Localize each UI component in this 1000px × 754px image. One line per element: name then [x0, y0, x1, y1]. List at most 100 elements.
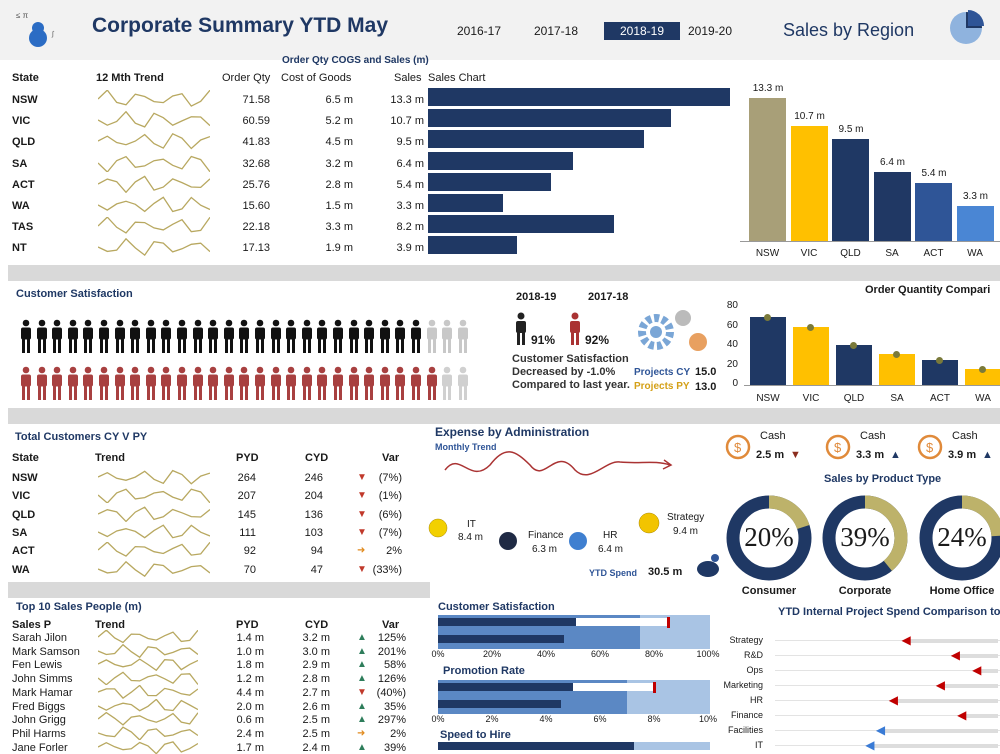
- ytd-spend-value: 30.5 m: [648, 566, 682, 578]
- cyd-value: 204: [290, 490, 323, 502]
- project-gridline: [775, 670, 1000, 671]
- product-pct: 24%: [917, 522, 1000, 553]
- product-pct: 39%: [820, 522, 910, 553]
- bullet-bar: [438, 635, 564, 643]
- pie-chart-icon: [948, 8, 988, 48]
- project-label: IT: [700, 740, 763, 750]
- y-tick-label: 0: [720, 378, 738, 389]
- variance-value: 58%: [364, 659, 406, 671]
- sat-note-2: Decreased by -1.0%: [512, 366, 615, 378]
- project-label: Marketing: [700, 680, 763, 690]
- person-name: Mark Samson: [12, 646, 80, 658]
- cash-icon: $: [916, 433, 944, 461]
- person-icon: [426, 319, 438, 353]
- state-label: QLD: [12, 509, 35, 521]
- project-label: Strategy: [700, 635, 763, 645]
- people-col-header: CYD: [305, 619, 328, 631]
- customers-col-header: Trend: [95, 452, 125, 464]
- piggy-bank-icon: [694, 552, 722, 580]
- product-pct: 20%: [724, 522, 814, 553]
- region-bar: [832, 139, 869, 241]
- person-icon: [145, 319, 157, 353]
- svg-text:≤ π: ≤ π: [16, 11, 29, 20]
- svg-text:∫: ∫: [51, 31, 55, 38]
- customers-col-header: PYD: [236, 452, 259, 464]
- year-tab-2017[interactable]: 2017-18: [518, 22, 594, 40]
- order-qty-value: 22.18: [220, 221, 270, 233]
- person-icon: [82, 319, 94, 353]
- strategy-bubble-icon: [638, 512, 660, 534]
- trend-sparkline: [98, 175, 210, 193]
- cash-value: 2.5 m: [756, 449, 784, 461]
- satisfaction-title: Customer Satisfaction: [16, 288, 133, 300]
- qty-axis-label: QLD: [836, 393, 872, 404]
- qty-axis-label: NSW: [750, 393, 786, 404]
- col-order-qty: Order Qty: [222, 72, 270, 84]
- year-tab-2016[interactable]: 2016-17: [441, 22, 517, 40]
- region-axis-label: QLD: [832, 248, 869, 259]
- cyd-value: 246: [290, 472, 323, 484]
- gears-icon: [636, 306, 716, 356]
- expense-strategy-label: Strategy: [667, 512, 704, 523]
- person-icon: [394, 366, 406, 400]
- person-icon: [394, 319, 406, 353]
- y-tick-label: 40: [720, 339, 738, 350]
- person-icon: [379, 366, 391, 400]
- region-bar-label: 6.4 m: [868, 157, 918, 168]
- customers-col-header: Var: [382, 452, 399, 464]
- qty-marker: [893, 351, 900, 358]
- variance-value: (7%): [362, 527, 402, 539]
- variance-value: (1%): [362, 490, 402, 502]
- sat-py-pct: 92%: [585, 333, 609, 347]
- region-bar-label: 5.4 m: [909, 168, 959, 179]
- variance-value: 126%: [364, 673, 406, 685]
- order-qty-value: 71.58: [220, 94, 270, 106]
- expense-hr-label: HR: [603, 530, 617, 541]
- cash-label: Cash: [952, 430, 978, 442]
- pyd-value: 70: [220, 564, 256, 576]
- project-arrow-icon: ◀: [957, 710, 966, 721]
- person-icon: [20, 366, 32, 400]
- sales-value: 9.5 m: [378, 136, 424, 148]
- cyd-value: 2.7 m: [288, 687, 330, 699]
- variance-value: (40%): [364, 687, 406, 699]
- sat-cy-year: 2018-19: [516, 291, 556, 303]
- product-name: Home Office: [912, 585, 1000, 597]
- person-icon: [457, 366, 469, 400]
- person-icon: [192, 319, 204, 353]
- cyd-value: 2.9 m: [288, 659, 330, 671]
- qty-axis-label: ACT: [922, 393, 958, 404]
- person-icon: [410, 319, 422, 353]
- state-label: WA: [12, 564, 30, 576]
- person-icon: [98, 319, 110, 353]
- project-label: Facilities: [700, 725, 763, 735]
- region-bar: [791, 126, 828, 241]
- region-bar-label: 10.7 m: [785, 111, 835, 122]
- qty-marker: [936, 357, 943, 364]
- cogs-value: 4.5 m: [290, 136, 353, 148]
- year-tab-2018[interactable]: 2018-19: [604, 22, 680, 40]
- state-label: SA: [12, 527, 27, 539]
- svg-text:$: $: [734, 440, 742, 455]
- qty-bar: [836, 345, 872, 385]
- person-icon: [363, 319, 375, 353]
- order-qty-title: Order Quantity Compari: [865, 284, 990, 296]
- sales-by-region-title: Sales by Region: [783, 20, 914, 41]
- sales-value: 10.7 m: [378, 115, 424, 127]
- bullet-tick: 0%: [426, 714, 450, 724]
- year-tab-2019[interactable]: 2019-20: [672, 22, 748, 40]
- order-qty-value: 25.76: [220, 179, 270, 191]
- state-label: WA: [12, 200, 30, 212]
- region-bar: [749, 98, 786, 241]
- cash-value: 3.3 m: [856, 449, 884, 461]
- state-label: SA: [12, 158, 27, 170]
- person-icon: [348, 366, 360, 400]
- sales-value: 13.3 m: [378, 94, 424, 106]
- pyd-value: 264: [220, 472, 256, 484]
- sales-value: 3.9 m: [378, 242, 424, 254]
- y-tick-label: 80: [720, 300, 738, 311]
- cyd-value: 2.5 m: [288, 714, 330, 726]
- cyd-value: 136: [290, 509, 323, 521]
- axis-line: [740, 241, 1000, 242]
- cash-label: Cash: [860, 430, 886, 442]
